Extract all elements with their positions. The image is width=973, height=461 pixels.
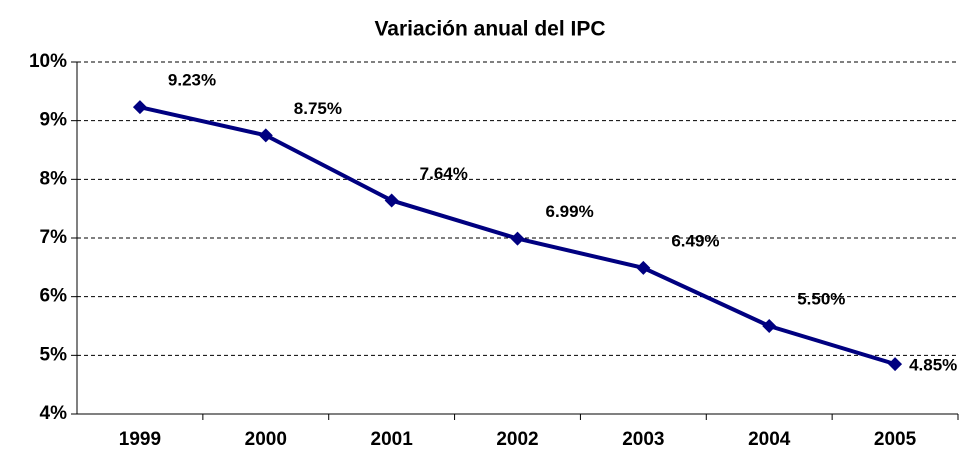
marker xyxy=(762,319,777,333)
x-tick-label: 2002 xyxy=(496,429,538,450)
x-tick-label: 2004 xyxy=(748,429,791,450)
marker xyxy=(636,260,651,275)
y-tick-label: 7% xyxy=(40,227,68,248)
marker xyxy=(888,357,903,372)
x-tick-label: 1999 xyxy=(119,429,161,450)
marker xyxy=(510,231,525,246)
data-label: 6.49% xyxy=(671,231,719,250)
y-tick-label: 6% xyxy=(40,286,68,307)
data-label: 8.75% xyxy=(294,99,342,118)
data-label: 9.23% xyxy=(168,71,216,90)
y-tick-label: 10% xyxy=(29,51,67,72)
marker xyxy=(132,100,147,115)
x-tick-label: 2005 xyxy=(874,429,917,450)
marker xyxy=(258,128,273,143)
data-label: 7.64% xyxy=(420,164,468,183)
x-tick-label: 2001 xyxy=(371,429,414,450)
marker xyxy=(384,193,399,208)
data-label: 6.99% xyxy=(546,202,594,221)
x-tick-label: 2003 xyxy=(622,429,664,450)
data-label: 5.50% xyxy=(797,289,845,308)
y-tick-label: 5% xyxy=(40,344,68,365)
y-tick-label: 4% xyxy=(40,403,68,424)
y-tick-label: 9% xyxy=(40,110,68,131)
x-tick-label: 2000 xyxy=(245,429,287,450)
chart-title: Variación anual del IPC xyxy=(374,18,605,41)
y-tick-label: 8% xyxy=(40,168,68,189)
data-label: 4.85% xyxy=(909,356,957,375)
